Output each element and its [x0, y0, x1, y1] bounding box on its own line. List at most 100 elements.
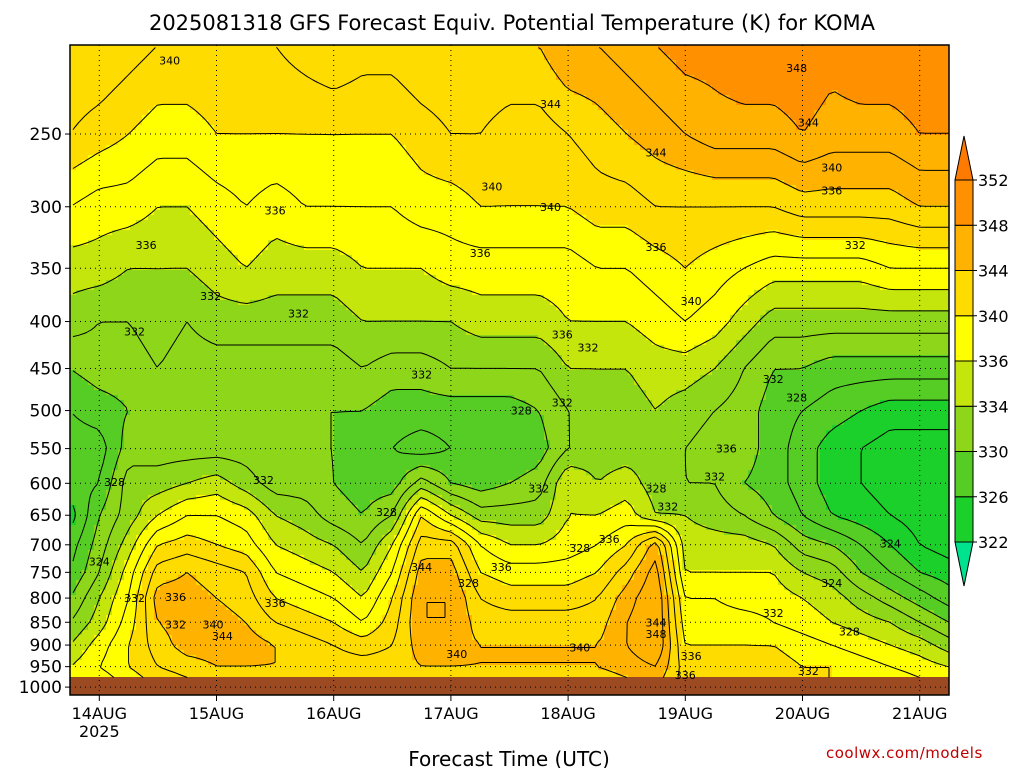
field-cell	[934, 125, 941, 131]
field-cell	[712, 165, 719, 171]
field-cell	[268, 85, 275, 91]
field-cell	[922, 55, 929, 61]
field-cell	[88, 95, 95, 101]
field-cell	[340, 55, 347, 61]
field-cell	[814, 60, 821, 66]
field-cell	[820, 135, 827, 141]
field-cell	[472, 205, 479, 211]
field-cell	[928, 80, 935, 86]
field-cell	[670, 195, 677, 201]
field-cell	[430, 140, 437, 146]
field-cell	[784, 160, 791, 166]
field-cell	[898, 145, 905, 151]
field-cell	[412, 175, 419, 181]
field-cell	[472, 115, 479, 121]
field-cell	[364, 45, 371, 51]
field-cell	[442, 65, 449, 71]
field-cell	[256, 140, 263, 146]
field-cell	[724, 100, 731, 106]
field-cell	[160, 50, 167, 56]
field-cell	[916, 185, 923, 191]
field-cell	[340, 120, 347, 126]
field-cell	[934, 205, 941, 211]
field-cell	[664, 75, 671, 81]
field-cell	[184, 185, 191, 191]
field-cell	[208, 150, 215, 156]
field-cell	[262, 65, 269, 71]
field-cell	[286, 65, 293, 71]
field-cell	[748, 130, 755, 136]
field-cell	[70, 205, 77, 211]
field-cell	[634, 105, 641, 111]
field-cell	[364, 95, 371, 101]
field-cell	[580, 125, 587, 131]
field-cell	[622, 205, 629, 211]
field-cell	[484, 145, 491, 151]
field-cell	[778, 60, 785, 66]
field-cell	[946, 70, 950, 76]
field-cell	[436, 105, 443, 111]
field-cell	[460, 105, 467, 111]
field-cell	[562, 60, 569, 66]
field-cell	[142, 85, 149, 91]
field-cell	[520, 190, 527, 196]
field-cell	[706, 210, 713, 216]
field-cell	[592, 80, 599, 86]
field-cell	[196, 155, 203, 161]
field-cell	[754, 120, 761, 126]
field-cell	[916, 85, 923, 91]
field-cell	[814, 90, 821, 96]
field-cell	[526, 145, 533, 151]
field-cell	[118, 90, 125, 96]
field-cell	[748, 160, 755, 166]
field-cell	[880, 175, 887, 181]
field-cell	[472, 175, 479, 181]
field-cell	[550, 55, 557, 61]
field-cell	[676, 160, 683, 166]
field-cell	[250, 195, 257, 201]
field-cell	[862, 55, 869, 61]
field-cell	[706, 60, 713, 66]
field-cell	[478, 120, 485, 126]
field-cell	[184, 105, 191, 111]
field-cell	[610, 125, 617, 131]
field-cell	[604, 210, 611, 216]
field-cell	[100, 180, 107, 186]
field-cell	[190, 120, 197, 126]
field-cell	[208, 185, 215, 191]
field-cell	[436, 205, 443, 211]
field-cell	[220, 115, 227, 121]
field-cell	[478, 200, 485, 206]
field-cell	[808, 45, 815, 51]
field-cell	[172, 200, 179, 206]
field-cell	[172, 95, 179, 101]
field-cell	[82, 45, 89, 51]
field-cell	[352, 80, 359, 86]
field-cell	[502, 165, 509, 171]
field-cell	[880, 90, 887, 96]
field-cell	[898, 120, 905, 126]
field-cell	[256, 175, 263, 181]
field-cell	[622, 85, 629, 91]
field-cell	[862, 155, 869, 161]
field-cell	[466, 140, 473, 146]
field-cell	[490, 145, 497, 151]
field-cell	[238, 100, 245, 106]
field-cell	[430, 135, 437, 141]
field-cell	[406, 170, 413, 176]
field-cell	[376, 100, 383, 106]
field-cell	[76, 195, 83, 201]
field-cell	[520, 170, 527, 176]
field-cell	[496, 125, 503, 131]
field-cell	[346, 85, 353, 91]
field-cell	[910, 135, 917, 141]
field-cell	[724, 115, 731, 121]
field-cell	[328, 185, 335, 191]
field-cell	[226, 135, 233, 141]
field-cell	[352, 55, 359, 61]
field-cell	[832, 95, 839, 101]
field-cell	[850, 130, 857, 136]
field-cell	[802, 65, 809, 71]
field-cell	[364, 145, 371, 151]
field-cell	[772, 125, 779, 131]
